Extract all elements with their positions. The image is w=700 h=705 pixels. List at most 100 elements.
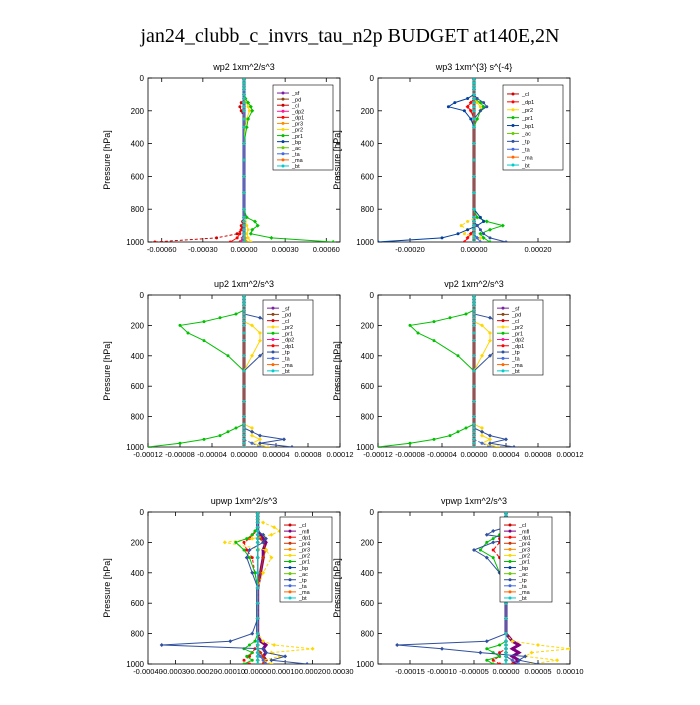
data-point xyxy=(475,215,480,220)
legend-marker xyxy=(288,529,292,533)
legend-marker xyxy=(511,124,515,128)
legend-label: _pr2 xyxy=(518,554,530,560)
data-point xyxy=(472,141,476,146)
data-point xyxy=(256,639,260,643)
plot-area xyxy=(148,295,294,447)
legend-label: _bp1 xyxy=(521,124,534,130)
data-point xyxy=(272,643,277,647)
legend-marker xyxy=(508,529,512,533)
data-point xyxy=(464,312,468,316)
data-point xyxy=(244,125,249,130)
y-tick-label: 200 xyxy=(361,321,375,330)
legend-marker xyxy=(501,325,505,329)
data-point xyxy=(242,158,246,162)
legend-label: _ta xyxy=(291,152,301,158)
legend-label: _cl xyxy=(291,103,299,109)
data-point xyxy=(472,87,476,92)
data-point xyxy=(248,104,253,109)
data-point xyxy=(472,235,476,240)
data-point xyxy=(242,105,246,109)
data-point xyxy=(249,240,253,242)
legend-label: _ta xyxy=(518,584,528,590)
legend-marker xyxy=(288,560,292,563)
data-point xyxy=(472,369,476,373)
data-point xyxy=(261,662,266,664)
data-point xyxy=(480,353,484,358)
y-tick-label: 0 xyxy=(140,508,145,517)
data-point xyxy=(242,331,246,335)
legend-label: _dp1 xyxy=(291,116,304,122)
data-point xyxy=(475,101,479,105)
legend-marker xyxy=(511,131,515,135)
data-point xyxy=(258,570,263,575)
legend-marker xyxy=(288,547,292,551)
data-point xyxy=(226,430,230,434)
data-point xyxy=(242,101,246,105)
data-point xyxy=(472,227,476,232)
data-point xyxy=(226,354,230,358)
data-point xyxy=(500,223,505,228)
data-point xyxy=(242,224,246,228)
data-point xyxy=(242,548,246,552)
data-point xyxy=(536,662,540,664)
y-tick-label: 400 xyxy=(361,352,375,361)
y-tick-label: 0 xyxy=(140,291,145,300)
data-point xyxy=(504,240,508,242)
legend-label: _pr3 xyxy=(291,122,303,128)
data-point xyxy=(202,320,206,324)
data-point xyxy=(153,240,157,242)
data-point xyxy=(269,662,274,664)
legend-marker xyxy=(281,91,285,95)
legend-label: _dp1 xyxy=(518,535,531,541)
data-point xyxy=(247,109,251,113)
legend-marker xyxy=(508,547,512,551)
legend-marker xyxy=(511,116,515,120)
data-point xyxy=(378,240,380,242)
data-point xyxy=(242,445,246,447)
legend-marker xyxy=(501,319,505,323)
data-point xyxy=(242,236,246,240)
x-tick-label: 0.00000 xyxy=(492,667,519,676)
data-point xyxy=(472,174,476,179)
data-point xyxy=(475,117,480,121)
legend-marker xyxy=(508,578,512,582)
legend-marker xyxy=(288,523,292,527)
data-point xyxy=(261,639,266,644)
data-point xyxy=(488,437,492,442)
legend-marker xyxy=(501,356,505,360)
data-point xyxy=(290,445,294,447)
data-point xyxy=(255,223,260,228)
data-point xyxy=(256,515,260,519)
data-point xyxy=(242,437,246,441)
data-point xyxy=(256,654,260,658)
y-tick-label: 800 xyxy=(131,630,145,639)
legend-label: _pr1 xyxy=(298,560,310,566)
legend-marker xyxy=(511,163,515,167)
y-tick-label: 200 xyxy=(131,538,145,547)
x-tick-label: -0.00020 xyxy=(188,667,218,676)
data-point xyxy=(484,639,489,644)
data-point xyxy=(250,533,254,537)
legend-label: _pr4 xyxy=(518,541,530,547)
data-point xyxy=(432,437,436,441)
data-point xyxy=(416,331,420,335)
y-axis-label: Pressure [hPa] xyxy=(332,341,342,401)
data-point xyxy=(491,556,495,560)
y-tick-label: 0 xyxy=(370,508,375,517)
data-point xyxy=(555,658,560,663)
data-point xyxy=(440,236,444,240)
data-point xyxy=(472,104,476,109)
data-point xyxy=(256,647,260,651)
data-point xyxy=(242,84,246,88)
data-point xyxy=(456,430,460,434)
data-point xyxy=(472,207,476,212)
data-point xyxy=(242,87,246,91)
x-tick-label: 0.00030 xyxy=(326,667,353,676)
data-point xyxy=(488,353,492,358)
x-tick-label: 0.00012 xyxy=(326,450,353,459)
data-point xyxy=(475,235,480,240)
data-point xyxy=(242,304,246,308)
data-point xyxy=(258,331,262,335)
data-point xyxy=(252,219,257,224)
x-tick-label: -0.00030 xyxy=(188,245,218,254)
